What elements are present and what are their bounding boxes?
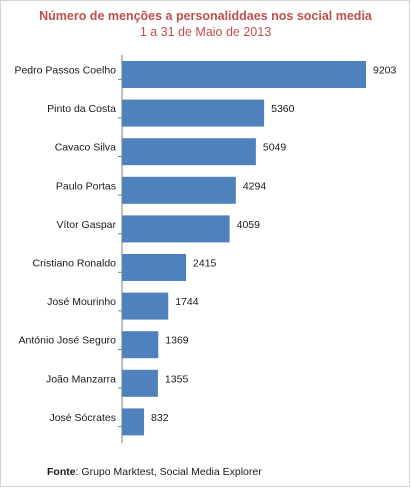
data-label: 2415 — [193, 258, 217, 270]
data-label: 4294 — [243, 180, 267, 192]
data-label: 1744 — [175, 296, 199, 308]
category-label: João Manzarra — [46, 373, 116, 385]
bars-layer: Pedro Passos Coelho 9203 Pinto da Costa 536… — [14, 55, 397, 443]
bar — [122, 254, 187, 281]
source-text: : Grupo Marktest, Social Media Explorer — [75, 466, 262, 478]
data-label: 4059 — [237, 219, 261, 231]
data-label: 1369 — [165, 335, 189, 347]
bar — [122, 99, 265, 127]
bar — [122, 176, 236, 204]
data-label: 9203 — [373, 65, 397, 77]
category-label: Cristiano Ronaldo — [33, 258, 117, 270]
bar — [122, 215, 230, 243]
chart-subtitle: 1 a 31 de Maio de 2013 — [139, 25, 272, 39]
bar — [122, 61, 366, 88]
chart-title: Número de menções a personaliddaes nos s… — [39, 9, 372, 23]
data-label: 832 — [151, 412, 169, 424]
category-label: António José Seguro — [19, 335, 117, 347]
category-label: José Mourinho — [47, 296, 116, 308]
category-label: Paulo Portas — [56, 180, 116, 192]
data-label: 1355 — [165, 373, 189, 385]
bar — [122, 369, 158, 397]
category-label: José Sócrates — [49, 412, 116, 424]
source-note: Fonte: Grupo Marktest, Social Media Expl… — [47, 466, 262, 478]
category-label: Vítor Gaspar — [56, 219, 116, 231]
bar — [122, 331, 159, 359]
source-label: Fonte — [47, 466, 76, 478]
category-label: Cavaco Silva — [55, 142, 116, 154]
bar — [122, 138, 256, 166]
category-label: Pinto da Costa — [47, 103, 116, 115]
data-label: 5049 — [263, 142, 287, 154]
bar — [122, 292, 169, 320]
bar — [122, 408, 145, 436]
data-label: 5360 — [271, 103, 295, 115]
category-label: Pedro Passos Coelho — [14, 65, 116, 77]
